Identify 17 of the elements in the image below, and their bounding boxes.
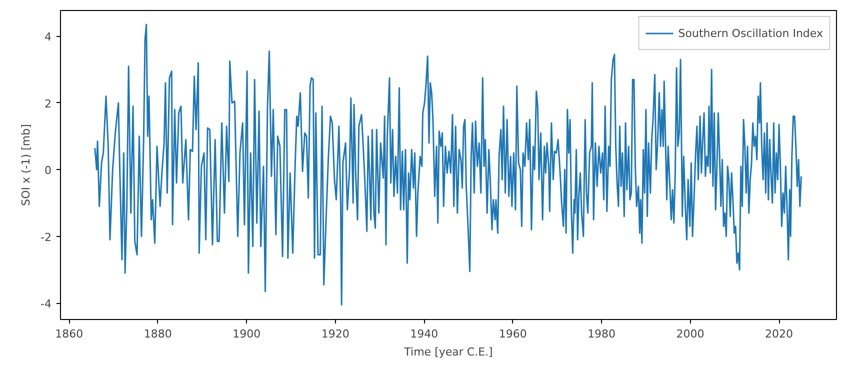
y-tick-label: -4 <box>40 298 52 311</box>
x-tick-label: 1900 <box>232 328 261 340</box>
y-tick-label: 4 <box>44 30 52 44</box>
y-tick-label: 2 <box>44 97 52 110</box>
y-axis-title: SOI x (-1) [mb] <box>20 124 33 206</box>
y-tick-label: -2 <box>40 230 52 244</box>
x-tick-label: 1860 <box>55 328 84 340</box>
x-tick-label: 1880 <box>144 328 172 340</box>
x-tick-label: 2000 <box>676 328 704 340</box>
x-axis-title: Time [year C.E.] <box>403 346 493 358</box>
x-tick-label: 2020 <box>765 328 794 340</box>
x-tick-label: 1960 <box>498 328 527 340</box>
x-tick-label: 1940 <box>410 328 438 340</box>
legend-label: Southern Oscillation Index <box>678 26 823 40</box>
y-tick-label: 0 <box>44 164 52 178</box>
x-tick-label: 1920 <box>321 328 350 340</box>
x-tick-label: 1980 <box>588 328 616 340</box>
